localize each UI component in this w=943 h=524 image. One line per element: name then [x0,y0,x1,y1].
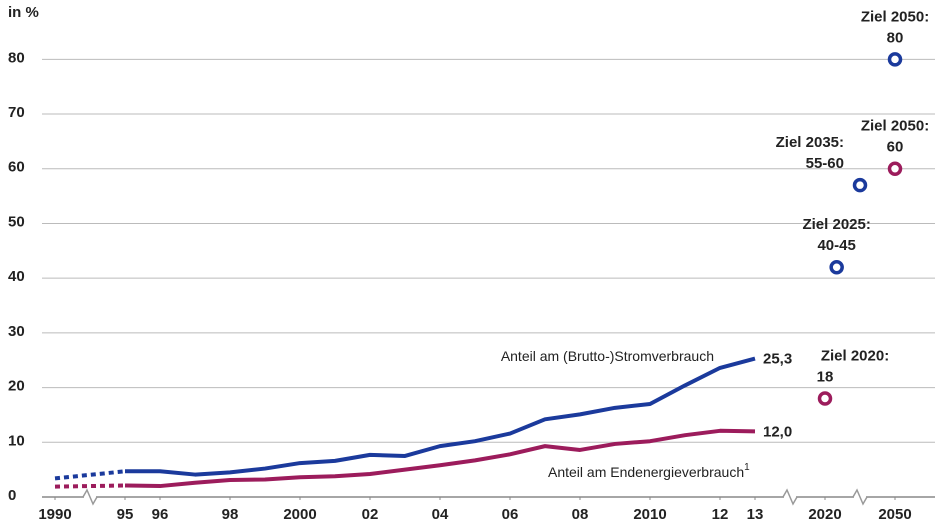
series-line-dotted [54,469,126,481]
target-label: Ziel 2050: [861,8,929,25]
series-name-text: Anteil am (Brutto-)Stromverbrauch [501,348,714,364]
series-line [124,428,756,489]
axis-break [782,488,798,506]
series-name-text: Anteil am Endenergieverbrauch [548,464,744,480]
y-tick-label: 0 [8,487,16,504]
end-label: 25,3 [763,351,792,368]
target-label: Ziel 2035: [776,134,844,151]
series-line [125,356,756,477]
x-tick-label: 98 [222,506,239,523]
target-point [887,161,903,177]
target-value-label: 55-60 [806,155,844,172]
x-tick-label: 02 [362,506,379,523]
target-label: Ziel 2020: [821,347,889,364]
target-point [887,52,903,67]
x-tick-label: 2050 [878,506,911,523]
x-tick-label: 2000 [283,506,316,523]
target-value-label: 80 [887,29,904,46]
x-tick-label: 2010 [633,506,666,523]
x-tick-label: 2020 [808,506,841,523]
y-tick-label: 70 [8,104,25,121]
target-value-label: 60 [887,139,904,156]
y-tick-label: 30 [8,323,25,340]
x-tick-label: 13 [747,506,764,523]
series-name: Anteil am (Brutto-)Stromverbrauch [501,348,714,364]
y-tick-label: 20 [8,378,25,395]
y-tick-label: 40 [8,268,25,285]
end-label: 12,0 [763,423,792,440]
x-tick-label: 12 [712,506,729,523]
target-point [817,391,833,406]
y-unit-label: in % [8,4,39,21]
series-name-sup: 1 [744,462,750,473]
y-tick-label: 80 [8,49,25,66]
series-line-dotted [54,483,126,489]
axis-break [852,488,868,506]
target-label: Ziel 2050: [861,118,929,135]
y-tick-label: 60 [8,159,25,176]
axis-break [82,488,98,506]
target-point [852,177,868,193]
target-value-label: 18 [817,368,834,385]
target-point [829,259,844,275]
x-tick-label: 06 [502,506,519,523]
x-tick-label: 04 [432,506,449,523]
y-tick-label: 10 [8,432,25,449]
x-tick-label: 95 [117,506,134,523]
series-name: Anteil am Endenergieverbrauch1 [548,462,750,480]
x-tick-label: 96 [152,506,169,523]
x-tick-label: 1990 [38,506,71,523]
target-value-label: 40-45 [817,237,855,254]
target-label: Ziel 2025: [802,216,870,233]
y-tick-label: 50 [8,213,25,230]
x-tick-label: 08 [572,506,589,523]
